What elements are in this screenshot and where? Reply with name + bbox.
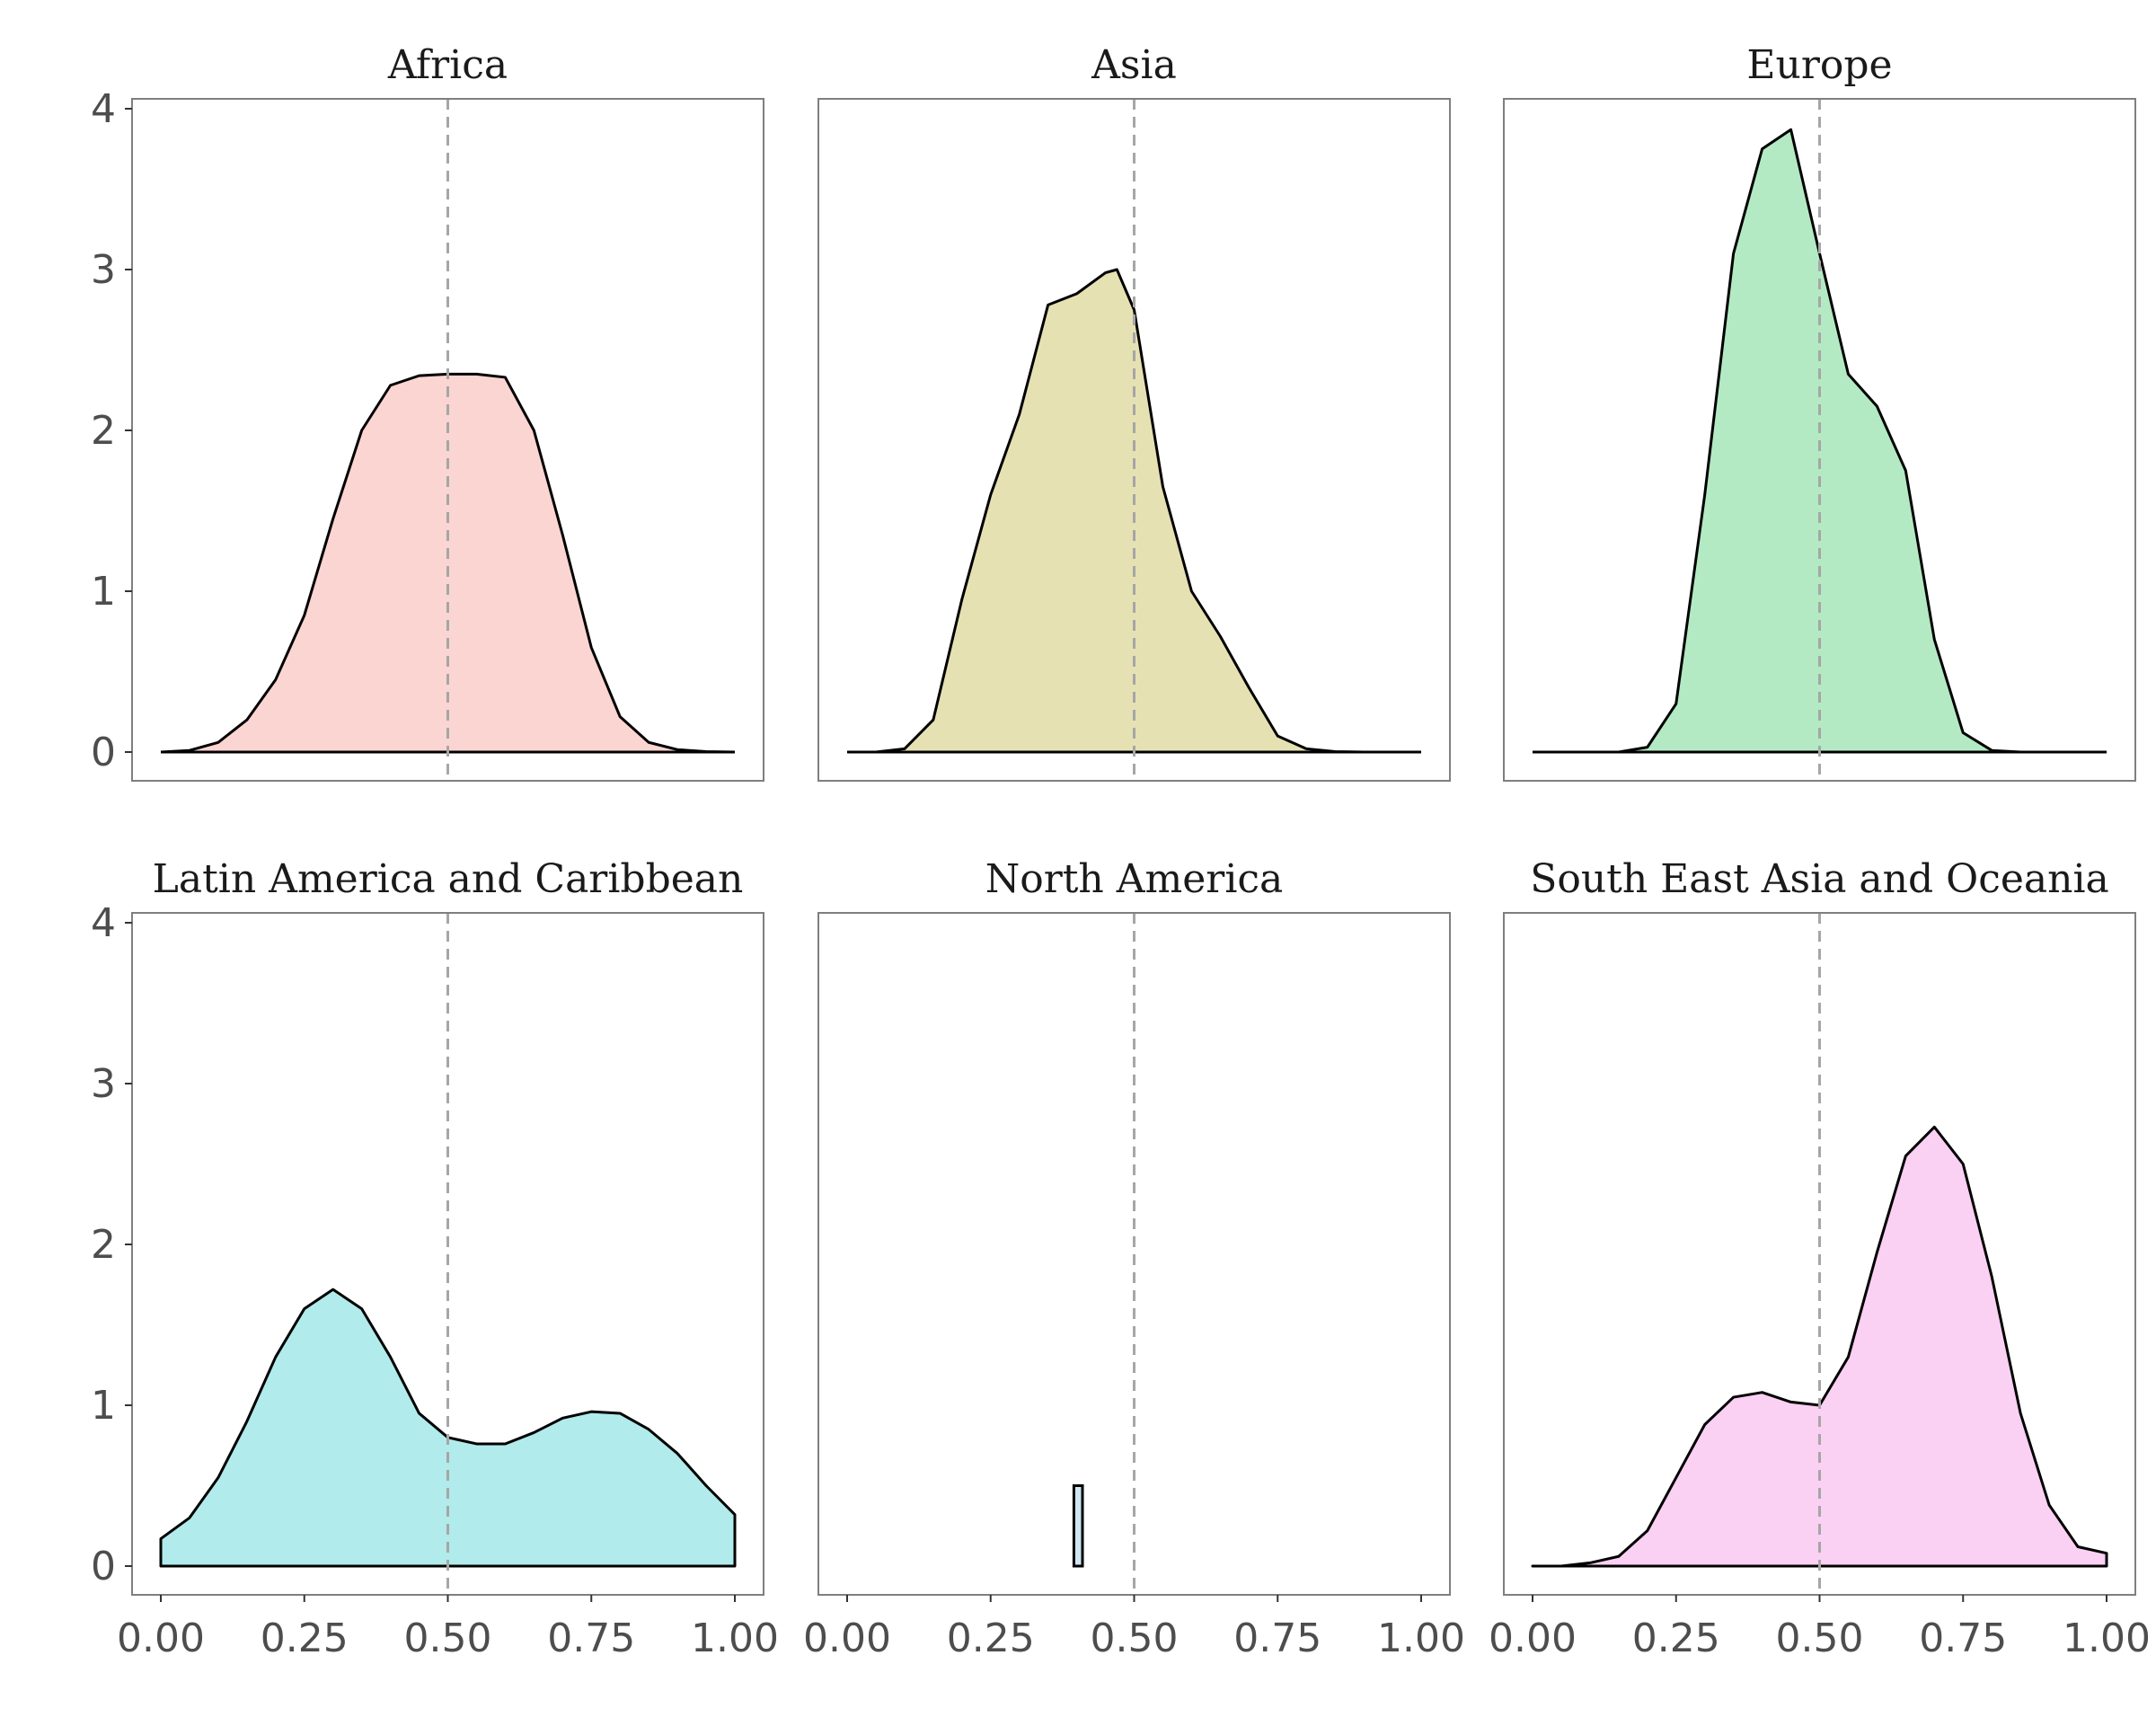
y-tick-label: 2 [91,1222,116,1268]
x-tick-label: 0.25 [947,1615,1035,1661]
panel-3: Europe [1503,42,2136,782]
x-tick-label: 0.75 [547,1615,635,1661]
x-tick-label: 1.00 [2063,1615,2151,1661]
panel-title: Africa [387,42,508,88]
panel-title: South East Asia and Oceania [1530,856,2109,902]
panel-6: South East Asia and Oceania 0.00 0.25 0.50 0… [1489,856,2151,1661]
density-line [847,268,1421,754]
panel-title: Asia [1091,42,1177,88]
x-tick-label: 0.75 [1919,1615,2007,1661]
x-tick-label: 0.25 [1632,1615,1720,1661]
density-outline [159,1288,737,1568]
x-tick-label: 0.25 [261,1615,349,1661]
panel-1: Africa 0 1 2 3 4 [91,42,764,782]
y-tick-label: 0 [91,1544,116,1589]
density-area [1533,1127,2107,1566]
y-tick-label: 3 [91,1061,116,1107]
panel-4: Latin America and Caribbean 0 1 2 3 4 0.00 0.25… [91,856,779,1661]
density-bar [1072,1484,1084,1568]
y-tick-label: 1 [91,569,116,615]
panel-border [1503,98,2136,782]
x-tick-label: 0.50 [404,1615,492,1661]
density-area [847,270,1421,752]
panel-5: North America 0.00 0.25 0.50 0.75 1.00 [803,856,1465,1661]
density-area [161,1289,735,1566]
y-tick-label: 4 [91,900,116,946]
panel-2: Asia [817,42,1451,782]
density-outline [1531,1125,2108,1568]
x-tick-label: 0.50 [1776,1615,1864,1661]
y-tick-label: 3 [91,247,116,293]
panel-border [131,98,764,782]
y-tick-label: 2 [91,408,116,454]
x-tick-label: 0.50 [1091,1615,1179,1661]
y-tick-label: 0 [91,730,116,775]
x-tick-label: 0.00 [117,1615,205,1661]
x-tick-label: 1.00 [1377,1615,1465,1661]
density-line [1533,128,2107,754]
panel-border [817,98,1451,782]
y-tick-label: 4 [91,86,116,132]
y-tick-label: 1 [91,1383,116,1429]
x-tick-label: 0.00 [803,1615,891,1661]
panel-title: Latin America and Caribbean [153,856,744,902]
panel-title: Europe [1746,42,1892,88]
x-tick-label: 0.75 [1233,1615,1321,1661]
density-area [161,374,735,752]
panel-title: North America [985,856,1284,902]
x-tick-label: 0.00 [1489,1615,1577,1661]
x-tick-label: 1.00 [691,1615,779,1661]
